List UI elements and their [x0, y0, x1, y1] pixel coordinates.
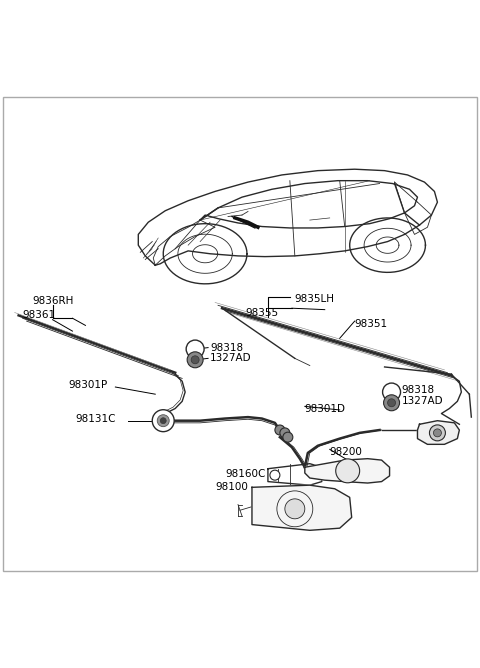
Polygon shape [252, 485, 352, 530]
Text: 98318: 98318 [210, 343, 243, 353]
Circle shape [186, 340, 204, 358]
Circle shape [283, 432, 293, 442]
Text: 98361: 98361 [23, 311, 56, 321]
Circle shape [384, 395, 399, 411]
Polygon shape [305, 459, 390, 483]
Text: 98160C: 98160C [225, 470, 265, 480]
Circle shape [152, 409, 174, 432]
Text: 1327AD: 1327AD [402, 396, 443, 406]
Text: 98318: 98318 [402, 385, 435, 395]
Circle shape [285, 499, 305, 519]
Circle shape [433, 429, 442, 437]
Circle shape [275, 425, 285, 435]
Text: 98301D: 98301D [305, 403, 346, 413]
Circle shape [430, 425, 445, 441]
Polygon shape [418, 421, 459, 444]
Circle shape [191, 356, 199, 364]
Circle shape [187, 352, 203, 368]
Text: 98355: 98355 [245, 308, 278, 318]
Text: 9836RH: 9836RH [33, 296, 74, 306]
Text: 98351: 98351 [355, 319, 388, 329]
Text: 98301P: 98301P [69, 380, 108, 390]
Circle shape [157, 415, 169, 427]
Circle shape [336, 459, 360, 483]
Text: 98100: 98100 [215, 482, 248, 492]
Text: 9835LH: 9835LH [295, 294, 335, 304]
Circle shape [383, 383, 400, 401]
Circle shape [160, 418, 166, 424]
Circle shape [387, 399, 396, 407]
Circle shape [270, 470, 280, 480]
Text: 98200: 98200 [330, 446, 362, 456]
Circle shape [280, 428, 290, 438]
Text: 1327AD: 1327AD [210, 353, 252, 363]
Text: 98131C: 98131C [75, 413, 116, 424]
